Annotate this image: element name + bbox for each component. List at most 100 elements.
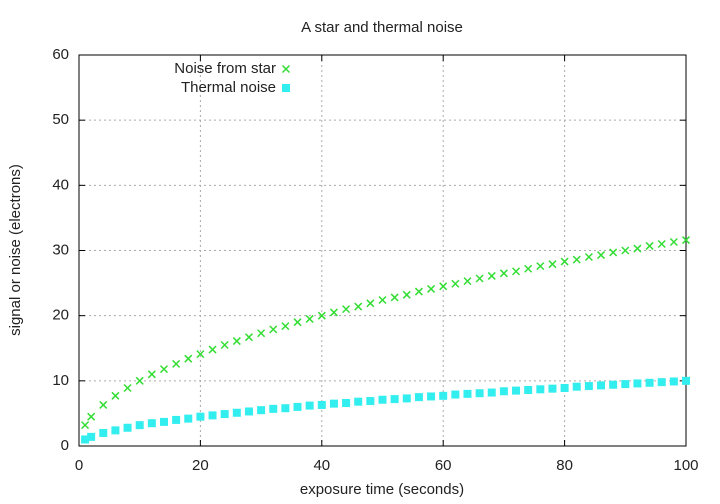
data-point bbox=[123, 423, 132, 432]
data-point bbox=[572, 382, 581, 391]
y-tick-label: 10 bbox=[52, 372, 69, 389]
data-point bbox=[147, 419, 156, 428]
data-point bbox=[305, 401, 314, 410]
data-point bbox=[633, 244, 642, 253]
data-point bbox=[657, 378, 666, 387]
data-point bbox=[499, 269, 508, 278]
legend-label: Noise from star bbox=[174, 60, 276, 77]
data-point bbox=[682, 376, 690, 385]
data-point bbox=[451, 390, 460, 399]
data-point bbox=[427, 284, 436, 293]
data-point bbox=[524, 385, 533, 394]
data-point bbox=[378, 395, 387, 404]
data-point bbox=[463, 277, 472, 286]
data-point bbox=[572, 255, 581, 264]
data-point bbox=[548, 384, 557, 393]
x-tick-label: 40 bbox=[313, 457, 330, 474]
data-point bbox=[281, 404, 290, 413]
data-point bbox=[657, 239, 666, 249]
data-point bbox=[402, 290, 411, 299]
data-point bbox=[172, 415, 181, 424]
data-point bbox=[244, 333, 253, 342]
data-point bbox=[244, 407, 253, 416]
data-point bbox=[378, 295, 387, 305]
x-tick-label: 100 bbox=[673, 457, 698, 474]
data-point bbox=[584, 252, 593, 262]
data-point bbox=[81, 435, 90, 444]
data-point bbox=[487, 271, 496, 280]
data-point bbox=[548, 260, 557, 269]
data-point bbox=[159, 365, 169, 374]
data-point bbox=[342, 305, 351, 314]
data-point bbox=[208, 411, 217, 420]
data-point bbox=[99, 428, 108, 437]
data-point bbox=[512, 386, 521, 395]
y-tick-label: 40 bbox=[52, 176, 69, 193]
data-point bbox=[621, 246, 630, 255]
y-tick-label: 0 bbox=[61, 437, 69, 454]
data-point bbox=[196, 412, 205, 421]
data-point bbox=[147, 370, 156, 379]
data-point bbox=[257, 329, 266, 338]
data-point bbox=[99, 400, 108, 409]
data-point bbox=[281, 322, 290, 331]
data-point bbox=[354, 302, 363, 311]
x-tick-label: 20 bbox=[192, 457, 209, 474]
data-point bbox=[184, 354, 193, 363]
data-point bbox=[366, 397, 375, 406]
data-point bbox=[645, 378, 654, 387]
data-point bbox=[111, 426, 120, 435]
y-tick-label: 60 bbox=[52, 46, 69, 63]
data-point bbox=[208, 345, 217, 354]
data-point bbox=[439, 282, 448, 291]
data-point bbox=[172, 359, 181, 368]
data-point bbox=[609, 380, 618, 389]
data-point bbox=[414, 393, 423, 402]
data-point bbox=[87, 432, 96, 441]
data-point bbox=[463, 389, 472, 398]
data-point bbox=[390, 395, 399, 404]
y-tick-label: 50 bbox=[52, 111, 69, 128]
data-point bbox=[645, 241, 654, 250]
data-point bbox=[342, 398, 351, 407]
data-point bbox=[317, 311, 326, 320]
data-point bbox=[584, 382, 593, 391]
data-point bbox=[123, 383, 132, 393]
y-axis-label: signal or noise (electrons) bbox=[7, 164, 24, 336]
data-point bbox=[232, 408, 241, 417]
data-point bbox=[475, 389, 484, 398]
data-point bbox=[87, 412, 96, 421]
y-tick-label: 20 bbox=[52, 307, 69, 324]
data-point bbox=[597, 381, 606, 390]
data-point bbox=[669, 377, 678, 386]
plot-border bbox=[78, 54, 687, 447]
data-point bbox=[366, 299, 375, 308]
legend-marker bbox=[282, 84, 290, 92]
data-point bbox=[305, 314, 314, 323]
y-tick-label: 30 bbox=[52, 241, 69, 258]
data-point bbox=[560, 384, 569, 393]
data-point bbox=[390, 293, 399, 302]
legend-marker bbox=[281, 64, 291, 74]
data-point bbox=[269, 404, 278, 413]
data-point bbox=[536, 262, 545, 271]
x-tick-label: 60 bbox=[435, 457, 452, 474]
data-point bbox=[81, 421, 90, 430]
data-point bbox=[524, 264, 533, 273]
data-point bbox=[681, 236, 691, 245]
data-point bbox=[293, 318, 302, 327]
x-tick-label: 80 bbox=[556, 457, 573, 474]
x-tick-label: 0 bbox=[75, 457, 83, 474]
x-axis-label: exposure time (seconds) bbox=[300, 481, 464, 498]
data-point bbox=[402, 394, 411, 403]
data-point bbox=[439, 391, 448, 400]
data-point bbox=[475, 274, 484, 283]
data-point bbox=[269, 325, 278, 334]
data-point bbox=[220, 410, 229, 419]
data-point bbox=[621, 380, 630, 389]
data-point bbox=[329, 399, 338, 408]
data-point bbox=[451, 279, 460, 288]
data-point bbox=[633, 379, 642, 388]
data-point bbox=[135, 421, 144, 430]
